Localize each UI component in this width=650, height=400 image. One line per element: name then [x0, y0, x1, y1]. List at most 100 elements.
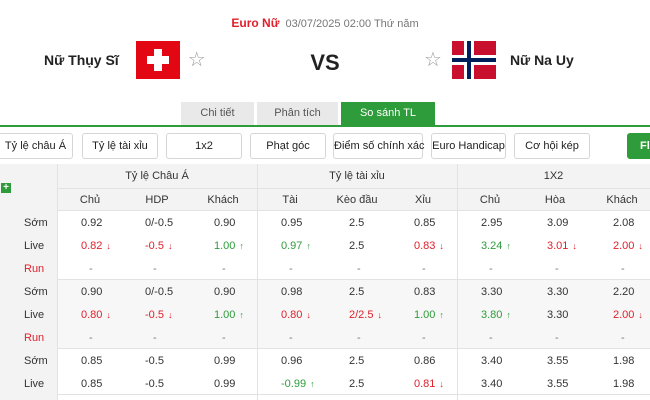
odds-cell[interactable]: 2.00 ↓: [613, 309, 650, 321]
home-team-name[interactable]: Nữ Thụy Sĩ: [44, 52, 119, 68]
odds-cell[interactable]: 0.99: [214, 355, 270, 367]
odds-cell[interactable]: 0.95: [281, 217, 337, 229]
odds-cell[interactable]: 1.00 ↑: [214, 240, 270, 252]
filter-ty-le-chau-a[interactable]: Tỷ lệ châu Á: [0, 133, 73, 159]
odds-cell[interactable]: 3.40: [481, 378, 537, 390]
odds-cell[interactable]: -: [489, 263, 545, 275]
odds-cell[interactable]: 2.5: [349, 378, 405, 390]
odds-cell[interactable]: 2.95: [481, 217, 537, 229]
odds-cell[interactable]: -: [422, 332, 478, 344]
odds-cell[interactable]: 2.20: [613, 286, 650, 298]
odds-cell[interactable]: 0.92: [81, 217, 137, 229]
odds-cell[interactable]: 0.90: [81, 286, 137, 298]
odds-cell[interactable]: 2.08: [613, 217, 650, 229]
odds-cell[interactable]: 2.00 ↓: [613, 240, 650, 252]
odds-cell[interactable]: -: [422, 263, 478, 275]
odds-cell[interactable]: 0.85: [81, 355, 137, 367]
odds-cell[interactable]: 3.55: [547, 378, 603, 390]
odds-cell[interactable]: 0.97 ↑: [281, 240, 337, 252]
odds-cell[interactable]: -: [89, 332, 145, 344]
odds-cell[interactable]: 0.82 ↓: [81, 240, 137, 252]
odds-cell[interactable]: -: [222, 332, 278, 344]
odds-cell[interactable]: -: [289, 332, 345, 344]
odds-cell[interactable]: -: [153, 263, 209, 275]
filter-euro-handicap[interactable]: Euro Handicap: [431, 133, 506, 159]
odds-cell[interactable]: -: [357, 263, 413, 275]
favorite-away-star-icon[interactable]: ☆: [424, 49, 442, 71]
odds-cell[interactable]: 0.85: [414, 217, 470, 229]
odds-cell[interactable]: -: [489, 332, 545, 344]
odds-value: -: [489, 263, 493, 275]
odds-value: 0.83: [414, 286, 436, 298]
odds-cell[interactable]: -: [555, 263, 611, 275]
odds-cell[interactable]: 3.30: [481, 286, 537, 298]
odds-cell[interactable]: 0/-0.5: [145, 286, 201, 298]
odds-cell[interactable]: 2.5: [349, 355, 405, 367]
filter-phat-goc[interactable]: Phạt góc: [250, 133, 326, 159]
odds-cell[interactable]: -0.5: [145, 378, 201, 390]
odds-value: 2.5: [349, 217, 365, 229]
odds-cell[interactable]: 0.83 ↓: [414, 240, 470, 252]
odds-cell[interactable]: 0.86: [414, 355, 470, 367]
odds-value: -: [222, 332, 226, 344]
odds-cell[interactable]: -: [89, 263, 145, 275]
filter-1x2[interactable]: 1x2: [166, 133, 242, 159]
odds-cell[interactable]: -: [222, 263, 278, 275]
odds-cell[interactable]: -0.5 ↓: [145, 240, 201, 252]
odds-cell[interactable]: -: [153, 332, 209, 344]
odds-cell[interactable]: 3.09: [547, 217, 603, 229]
odds-cell[interactable]: 3.30: [547, 309, 603, 321]
odds-cell[interactable]: 2.5: [349, 240, 405, 252]
league-name[interactable]: Euro Nữ: [231, 16, 280, 30]
odds-value: 1.98: [613, 355, 635, 367]
odds-cell[interactable]: 0.96: [281, 355, 337, 367]
expand-plus-icon[interactable]: +: [1, 183, 11, 193]
odds-cell[interactable]: -: [621, 332, 650, 344]
odds-cell[interactable]: 1.00 ↑: [214, 309, 270, 321]
odds-cell[interactable]: 3.24 ↑: [481, 240, 537, 252]
odds-cell[interactable]: 0.90: [214, 217, 270, 229]
odds-cell[interactable]: 3.80 ↑: [481, 309, 537, 321]
odds-cell[interactable]: -0.5 ↓: [145, 309, 201, 321]
odds-cell[interactable]: -: [621, 263, 650, 275]
odds-cell[interactable]: 2/2.5 ↓: [349, 309, 405, 321]
odds-cell[interactable]: 0/-0.5: [145, 217, 201, 229]
tab-chi-tiet[interactable]: Chi tiết: [181, 102, 254, 125]
odds-cell[interactable]: -: [555, 332, 611, 344]
odds-cell[interactable]: 3.55: [547, 355, 603, 367]
odds-cell[interactable]: 0.80 ↓: [81, 309, 137, 321]
odds-cell[interactable]: 3.40: [481, 355, 537, 367]
odds-cell[interactable]: 0.98: [281, 286, 337, 298]
odds-cell[interactable]: 0.80 ↓: [281, 309, 337, 321]
odds-cell[interactable]: 0.81 ↓: [414, 378, 470, 390]
odds-value: 1.00: [414, 309, 436, 321]
odds-cell[interactable]: 0.85: [81, 378, 137, 390]
odds-cell[interactable]: 2.5: [349, 217, 405, 229]
away-team-name[interactable]: Nữ Na Uy: [509, 52, 574, 68]
tab-phan-tich[interactable]: Phân tích: [257, 102, 338, 125]
odds-cell[interactable]: 1.00 ↑: [414, 309, 470, 321]
odds-value: -: [222, 263, 226, 275]
odds-cell[interactable]: -: [357, 332, 413, 344]
filter-ty-le-tai-xiu[interactable]: Tỷ lệ tài xỉu: [82, 133, 158, 159]
filter-co-hoi-kep[interactable]: Cơ hội kép: [514, 133, 590, 159]
odds-cell[interactable]: 0.83: [414, 286, 470, 298]
odds-cell[interactable]: 0.99: [214, 378, 270, 390]
filter-more[interactable]: Fl: [627, 133, 650, 159]
favorite-home-star-icon[interactable]: ☆: [187, 49, 206, 71]
odds-value: 0.85: [414, 217, 436, 229]
odds-cell[interactable]: 1.98: [613, 355, 650, 367]
tab-so-sanh-tl[interactable]: So sánh TL: [341, 102, 435, 125]
odds-value: -0.5: [145, 378, 164, 390]
odds-cell[interactable]: 3.01 ↓: [547, 240, 603, 252]
odds-cell[interactable]: -0.99 ↑: [281, 378, 337, 390]
odds-cell[interactable]: -: [289, 263, 345, 275]
odds-cell[interactable]: 0.90: [214, 286, 270, 298]
odds-cell[interactable]: 2.5: [349, 286, 405, 298]
odds-cell[interactable]: -0.5: [145, 355, 201, 367]
odds-cell[interactable]: 1.98: [613, 378, 650, 390]
odds-value: -0.5: [145, 355, 164, 367]
arrow-up-icon: ↑: [506, 310, 511, 320]
filter-diem-so-chinh-xac[interactable]: Điểm số chính xác: [333, 133, 424, 159]
odds-cell[interactable]: 3.30: [547, 286, 603, 298]
